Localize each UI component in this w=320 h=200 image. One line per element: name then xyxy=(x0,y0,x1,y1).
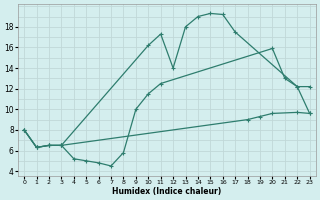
X-axis label: Humidex (Indice chaleur): Humidex (Indice chaleur) xyxy=(112,187,221,196)
